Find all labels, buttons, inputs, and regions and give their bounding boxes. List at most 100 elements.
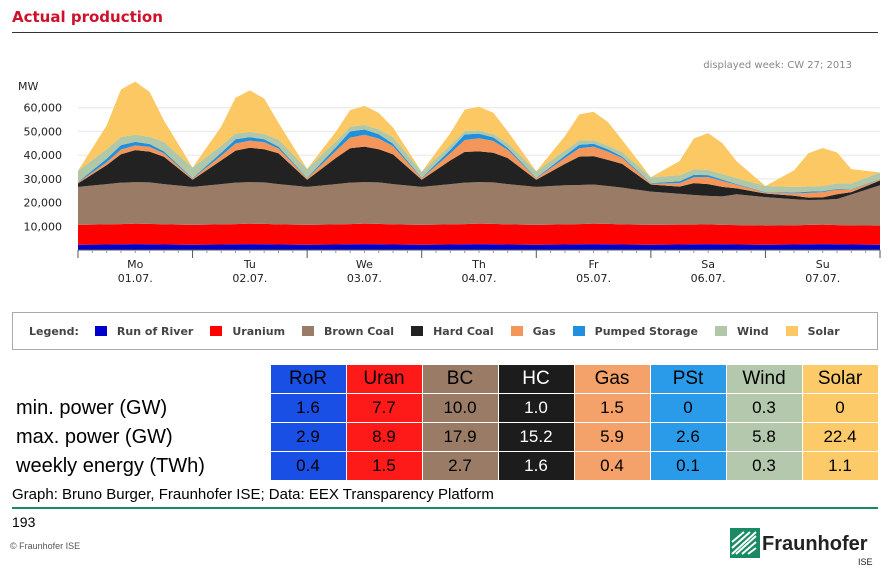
legend-item: Gas [510,324,556,338]
table-cell: 15.2 [497,422,575,452]
table-cell: 0.4 [269,451,347,481]
area-gas [78,134,880,198]
table-cell: 2.6 [649,422,727,452]
page-number: 193 [12,514,36,530]
table-row-label: min. power (GW) [16,396,168,419]
logo-subtitle: ISE [858,557,873,567]
table-column-header: Wind [725,364,803,394]
x-date-label: 06.07. [691,272,726,285]
legend-swatch [785,326,798,336]
table-column-header: Gas [573,364,651,394]
fraunhofer-logo-icon [730,528,760,558]
y-tick-label: 20,000 [24,197,63,210]
area-hard-coal [78,146,880,200]
legend-heading: Legend: [29,324,79,338]
x-day-label: Sa [701,258,715,271]
source-credit: Graph: Bruno Burger, Fraunhofer ISE; Dat… [12,486,494,503]
table-cell: 1.5 [573,393,651,423]
footer-divider [12,507,878,509]
x-day-label: Su [816,258,830,271]
logo-name: Fraunhofer [762,533,868,555]
legend-item: Wind [714,324,769,338]
legend-swatch [302,326,315,336]
x-date-label: 01.07. [118,272,153,285]
table-cell: 0 [801,393,879,423]
table-cell: 1.6 [497,451,575,481]
x-day-label: Tu [243,258,256,271]
legend-item: Solar [785,324,840,338]
legend-label: Hard Coal [433,324,494,338]
power-summary-table: RoR Uran BC HC Gas PSt Wind Solar min. power (G… [12,364,879,481]
table-cell: 2.7 [421,451,499,481]
legend-item: Brown Coal [302,325,394,338]
table-cell: 1.5 [345,451,423,481]
production-area-chart: 10,000 20,000 30,000 40,000 50,000 60,000 MW di… [18,60,881,285]
table-column-header: BC [421,364,499,394]
table-row-label: max. power (GW) [16,425,173,448]
legend-swatch [510,326,523,336]
table-row-label: weekly energy (TWh) [16,454,205,477]
table-cell: 1.0 [497,393,575,423]
legend-label: Run of River [116,324,194,338]
legend-swatch [94,326,107,336]
x-day-label: We [356,258,373,271]
table-cell: 5.8 [725,422,803,452]
table-column-header: HC [497,364,575,394]
legend-label: Wind [736,324,769,338]
legend-label: Solar [807,324,840,338]
legend-label: Pumped Storage [594,324,698,338]
week-annotation: displayed week: CW 27; 2013 [703,60,852,71]
y-axis-unit: MW [18,80,38,93]
y-tick-label: 50,000 [24,125,63,138]
table-cell: 1.6 [269,393,347,423]
table-row: max. power (GW) 2.9 8.9 17.9 15.2 5.9 2.6 5.8 22… [12,422,879,452]
table-cell: 0.3 [725,451,803,481]
table-row: min. power (GW) 1.6 7.7 10.0 1.0 1.5 0 0.3 0 [12,393,879,423]
table-cell: 5.9 [573,422,651,452]
area-run-of-river [78,244,880,250]
x-date-label: 05.07. [576,272,611,285]
copyright-notice: © Fraunhofer ISE [10,541,81,551]
table-cell: 1.1 [801,451,879,481]
y-tick-label: 40,000 [24,149,63,162]
x-date-label: 03.07. [347,272,382,285]
x-date-label: 07.07. [805,272,840,285]
page-title: Actual production [12,8,163,26]
table-cell: 8.9 [345,422,423,452]
table-cell: 10.0 [421,393,499,423]
legend-label: Uranium [232,324,286,338]
x-day-label: Mo [127,258,143,271]
x-day-label: Th [471,258,486,271]
title-divider [12,32,878,33]
table-cell: 22.4 [801,422,879,452]
table-column-header: PSt [649,364,727,394]
y-tick-label: 30,000 [24,173,63,186]
area-brown-coal [78,182,880,226]
legend-swatch [210,326,223,336]
legend-item: Pumped Storage [572,324,698,338]
x-date-label: 04.07. [462,272,497,285]
table-column-header: RoR [269,364,347,394]
fraunhofer-logo: Fraunhofer ISE [730,528,880,572]
table-cell: 17.9 [421,422,499,452]
x-date-label: 02.07. [232,272,267,285]
legend-swatch [572,326,585,336]
table-cell: 2.9 [269,422,347,452]
legend-item: Uranium [210,325,285,338]
legend-swatch [714,326,727,336]
table-column-header: Uran [345,364,423,394]
table-row: weekly energy (TWh) 0.4 1.5 2.7 1.6 0.4 0.1 0.3… [12,451,879,481]
legend-label: Brown Coal [324,324,395,338]
table-cell: 7.7 [345,393,423,423]
table-corner [12,364,270,394]
chart-legend: Legend: Run of River Uranium Brown Coal Har… [12,312,878,350]
legend-label: Gas [532,324,556,338]
y-tick-label: 60,000 [24,102,63,115]
area-solar [78,81,880,187]
table-cell: 0 [649,393,727,423]
table-cell: 0.1 [649,451,727,481]
area-uranium [78,223,880,245]
legend-swatch [411,326,424,336]
table-cell: 0.4 [573,451,651,481]
table-column-header: Solar [801,364,879,394]
